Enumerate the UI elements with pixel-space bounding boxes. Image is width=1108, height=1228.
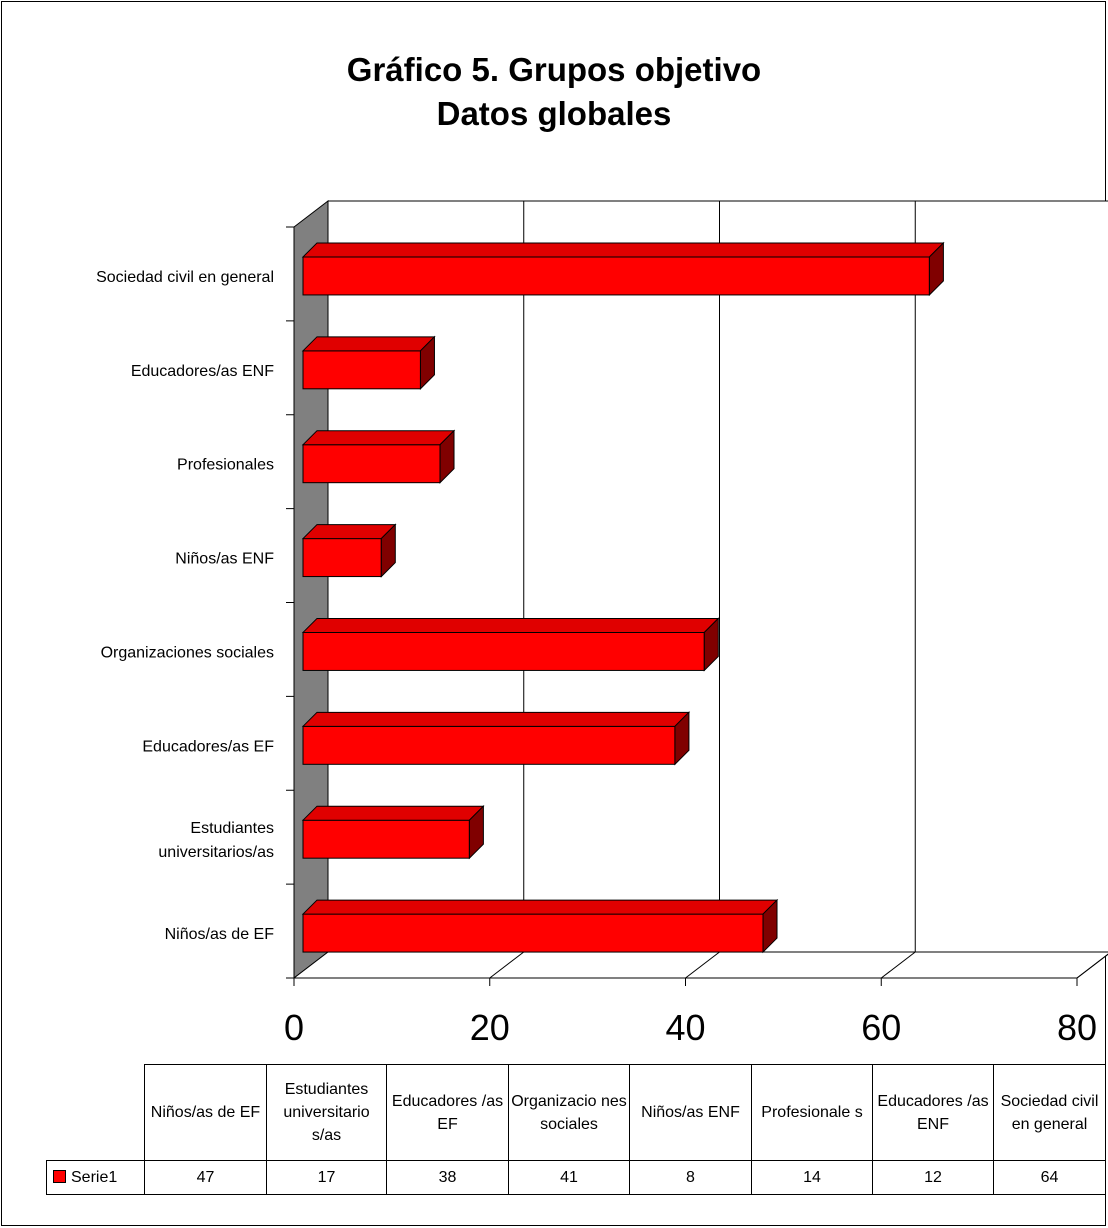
chart-subtitle: Datos globales <box>436 95 672 132</box>
bar <box>302 819 470 859</box>
bar-side <box>439 429 455 484</box>
bar <box>302 538 382 578</box>
floor-gridline <box>1076 953 1108 979</box>
bar-side <box>419 335 435 391</box>
data-table-header: Niños/as de EF <box>144 1064 267 1161</box>
legend-key-icon <box>53 1170 66 1183</box>
category-label: Educadores/as EF <box>142 738 274 755</box>
data-table-value: 17 <box>266 1160 387 1195</box>
bar-top <box>301 711 691 727</box>
bar-top <box>301 524 397 540</box>
data-table-header: Profesionale s <box>751 1064 873 1161</box>
data-table-value: 8 <box>629 1160 752 1195</box>
category-label: Educadores/as ENF <box>131 363 274 380</box>
data-table-value: 41 <box>508 1160 630 1195</box>
legend-label: Serie1 <box>71 1169 118 1186</box>
bar-top <box>301 617 720 633</box>
bar-top <box>301 336 436 352</box>
data-table-header: Educadores /as ENF <box>872 1064 994 1161</box>
bar-side <box>674 711 690 766</box>
bar-chart: 0 20 40 60 80 Niños/as de EF Estudiantes univer… <box>96 199 1108 1048</box>
category-label: Profesionales <box>177 457 274 474</box>
x-tick-label: 20 <box>470 1007 510 1048</box>
bar-top <box>301 899 779 915</box>
bar-side <box>762 898 778 954</box>
data-table-value-row: Serie1 47 17 38 41 8 14 12 64 <box>46 1160 1106 1195</box>
category-label: Estudiantes <box>190 820 274 837</box>
data-table-header: Estudiantes universitario s/as <box>266 1064 387 1161</box>
data-table-header-row: Niños/as de EF Estudiantes universitario… <box>46 1064 1106 1161</box>
bar-top <box>301 242 945 258</box>
x-tick-label: 80 <box>1057 1007 1097 1048</box>
category-label: Organizaciones sociales <box>101 644 274 661</box>
category-label: Niños/as ENF <box>175 551 274 568</box>
x-tick-label: 0 <box>284 1007 304 1048</box>
bar-top <box>301 430 456 446</box>
data-table-header: Sociedad civil en general <box>993 1064 1106 1161</box>
data-table: Niños/as de EF Estudiantes universitario… <box>46 1064 1106 1195</box>
bar <box>302 913 764 953</box>
bar-top <box>301 805 485 821</box>
chart-title: Gráfico 5. Grupos objetivo <box>346 51 762 88</box>
bar <box>302 631 705 671</box>
data-table-corner <box>46 1064 145 1161</box>
data-table-value: 38 <box>386 1160 509 1195</box>
bar <box>302 256 930 296</box>
category-label: Sociedad civil en general <box>96 269 274 286</box>
data-table-header: Educadores /as EF <box>386 1064 509 1161</box>
x-tick-label: 40 <box>665 1007 705 1048</box>
bar-side <box>703 617 719 672</box>
floor-gridline <box>685 951 720 979</box>
floor <box>292 951 1108 979</box>
category-label: universitarios/as <box>158 844 274 861</box>
bar <box>302 350 421 390</box>
data-table-value: 64 <box>993 1160 1106 1195</box>
floor-gridline <box>489 951 525 979</box>
x-tick-label: 60 <box>861 1007 901 1048</box>
bar-side <box>380 523 396 578</box>
data-table-header: Niños/as ENF <box>629 1064 752 1161</box>
category-label: Niños/as de EF <box>165 926 275 943</box>
legend-cell: Serie1 <box>46 1160 145 1195</box>
floor-gridline <box>880 951 916 979</box>
chart-title-block: Gráfico 5. Grupos objetivo Datos globale… <box>0 48 1108 136</box>
bar <box>302 444 441 484</box>
bar <box>302 725 676 765</box>
data-table-value: 47 <box>144 1160 267 1195</box>
data-table-value: 14 <box>751 1160 873 1195</box>
bar-side <box>468 804 484 860</box>
data-table-value: 12 <box>872 1160 994 1195</box>
data-table-header: Organizacio nes sociales <box>508 1064 630 1161</box>
side-wall <box>293 199 329 980</box>
bar-side <box>928 241 944 297</box>
